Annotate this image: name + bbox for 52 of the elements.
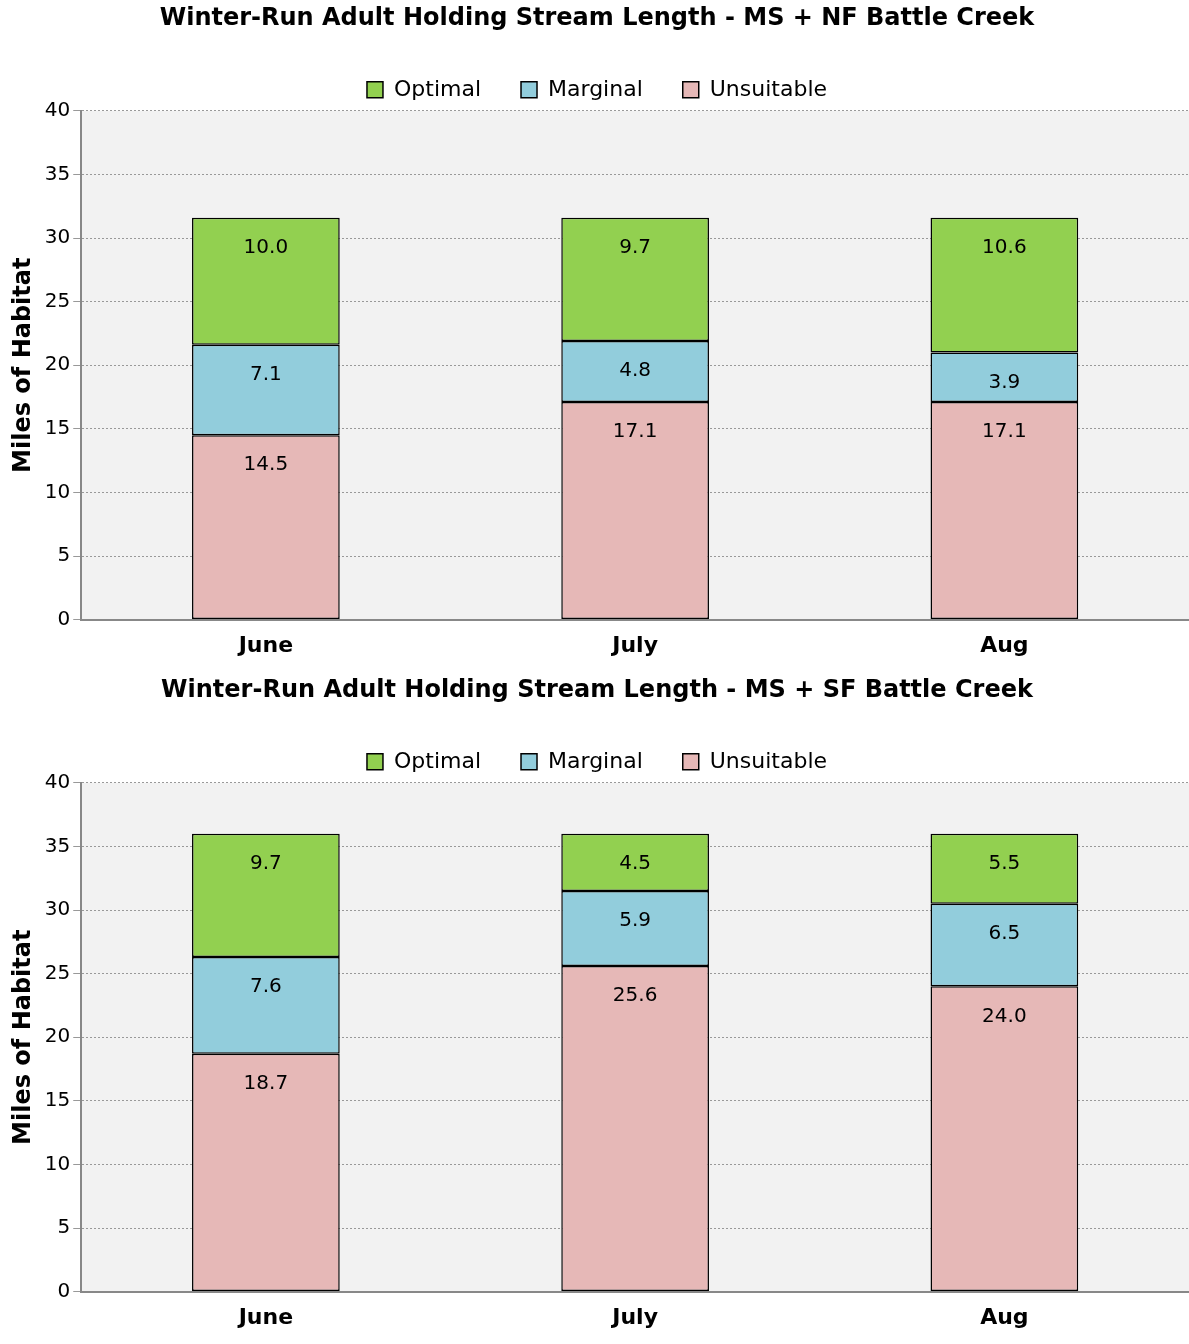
chart-title: Winter-Run Adult Holding Stream Length - MS + NF Battle Creek [159,2,1036,31]
y-tick-label: 25 [44,959,71,984]
y-tick-label: 20 [44,1023,71,1048]
data-label: 5.5 [988,849,1021,874]
y-tick-label: 15 [44,415,71,439]
y-tick-label: 40 [44,769,71,793]
y-tick-label: 10 [44,1150,71,1175]
data-label: 9.7 [249,849,282,874]
legend-label: Optimal [393,747,482,773]
data-label: 18.7 [243,1069,289,1094]
y-axis-title: Miles of Habitat [7,257,36,473]
x-tick-label: Aug [980,1303,1029,1329]
y-tick-label: 30 [44,224,71,249]
data-label: 17.1 [612,418,658,443]
y-tick-label: 25 [44,287,71,312]
data-label: 10.0 [243,233,289,258]
y-axis-title: Miles of Habitat [7,929,36,1145]
chart-title: Winter-Run Adult Holding Stream Length - MS + SF Battle Creek [161,674,1034,703]
legend-label: Marginal [548,75,643,101]
y-tick-label: 35 [44,832,71,857]
data-label: 9.7 [619,233,652,258]
x-tick-label: Aug [980,631,1029,657]
data-label: 17.1 [982,418,1027,443]
x-tick-label: July [610,631,658,657]
data-label: 7.1 [249,361,282,386]
y-tick-label: 20 [44,351,71,376]
data-label: 25.6 [612,982,658,1007]
x-tick-label: June [236,631,294,657]
y-tick-label: 30 [44,896,71,921]
data-label: 4.8 [619,357,652,382]
y-tick-label: 5 [57,542,71,567]
y-tick-label: 0 [57,1277,71,1302]
data-label: 10.6 [982,233,1027,258]
y-tick-label: 0 [57,605,71,630]
legend-label: Unsuitable [709,747,828,773]
y-tick-label: 10 [44,478,71,503]
data-label: 7.6 [249,973,282,998]
x-tick-label: July [610,1303,658,1329]
legend-label: Marginal [548,747,643,773]
data-label: 14.5 [243,451,289,476]
y-tick-label: 15 [44,1087,71,1111]
data-label: 3.9 [988,368,1021,393]
y-tick-label: 40 [44,97,71,121]
x-tick-label: June [236,1303,294,1329]
y-tick-label: 35 [44,160,71,185]
y-tick-label: 5 [57,1214,71,1239]
legend-label: Optimal [393,75,482,101]
legend-label: Unsuitable [709,75,828,101]
data-label: 6.5 [988,919,1021,944]
data-label: 4.5 [619,849,652,874]
data-label: 24.0 [982,1002,1027,1027]
data-label: 5.9 [619,907,652,932]
